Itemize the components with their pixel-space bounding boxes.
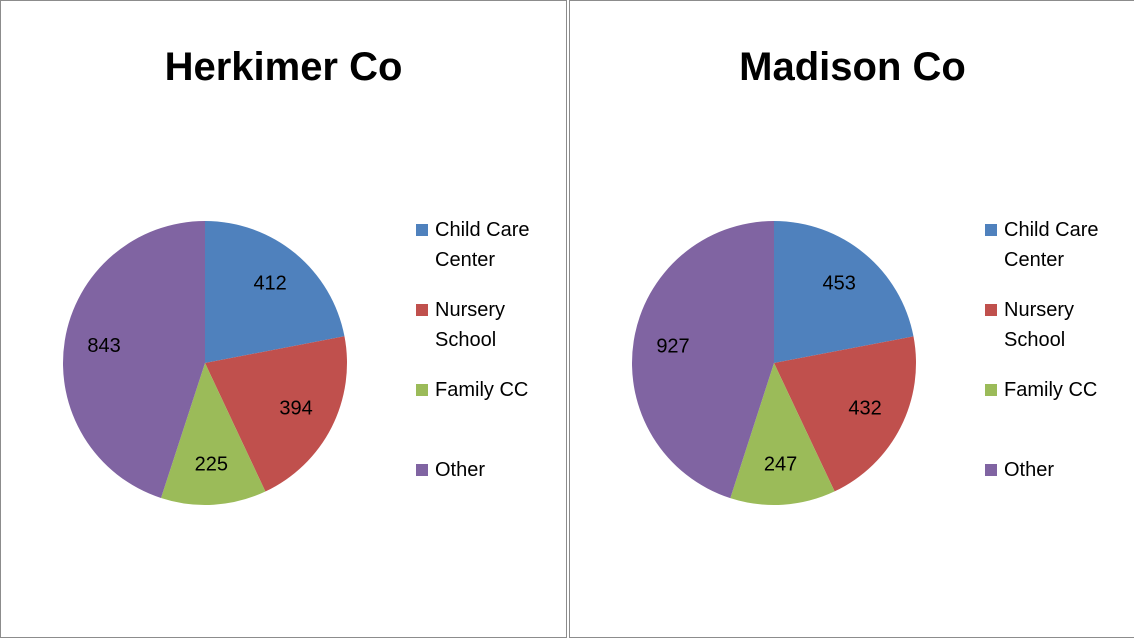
data-label: 927 [656, 335, 689, 357]
legend-item: Child Care Center [982, 215, 1122, 295]
legend: Child Care Center Nursery School Family CC… [413, 215, 553, 535]
legend-item: Family CC [413, 375, 553, 455]
data-label: 225 [195, 453, 228, 475]
chart-title: Madison Co [739, 45, 966, 89]
legend-swatch [416, 224, 428, 236]
data-label: 394 [279, 398, 312, 420]
legend-label: Family CC [435, 379, 529, 401]
legend-swatch [985, 464, 997, 476]
legend-item: Child Care Center [413, 215, 553, 295]
pie-slice [160, 363, 266, 505]
legend-label: Other [435, 459, 486, 481]
pie-slice [631, 221, 774, 499]
legend-swatch [985, 384, 997, 396]
chart-panel: 453 432 247 927 Child Care Center Nursery Sch… [569, 0, 1134, 638]
legend-label: Child Care Center [1004, 219, 1099, 271]
legend-swatch [985, 304, 997, 316]
legend-label: Nursery School [435, 299, 506, 351]
legend-label: Family CC [1004, 379, 1098, 401]
pie-plot: 453 432 247 927 [631, 221, 916, 505]
legend-item: Family CC [982, 375, 1122, 455]
pie-slice [774, 221, 914, 363]
legend-label: Other [1004, 459, 1055, 481]
pie-slice [62, 221, 205, 499]
legend-swatch [416, 464, 428, 476]
chart-title: Herkimer Co [164, 45, 403, 89]
pie-slice [774, 336, 916, 492]
data-label: 412 [253, 272, 286, 294]
legend-swatch [985, 224, 997, 236]
legend-label: Child Care Center [435, 219, 530, 271]
legend-swatch [416, 384, 428, 396]
data-label: 432 [848, 398, 881, 420]
legend-item: Nursery School [413, 295, 553, 375]
pie-plot: 412 394 225 843 [62, 221, 347, 505]
legend-item: Nursery School [982, 295, 1122, 375]
legend-item: Other [413, 455, 553, 535]
legend-swatch [416, 304, 428, 316]
data-label: 843 [87, 335, 120, 357]
legend-item: Other [982, 455, 1122, 535]
pie-slice [205, 221, 345, 363]
pie-slice [205, 336, 347, 492]
data-label: 247 [764, 453, 797, 475]
legend-label: Nursery School [1004, 299, 1075, 351]
chart-panel: 412 394 225 843 Child Care Center Nursery Sch… [0, 0, 567, 638]
legend: Child Care Center Nursery School Family CC… [982, 215, 1122, 535]
pie-slice [730, 363, 835, 505]
data-label: 453 [822, 273, 855, 295]
